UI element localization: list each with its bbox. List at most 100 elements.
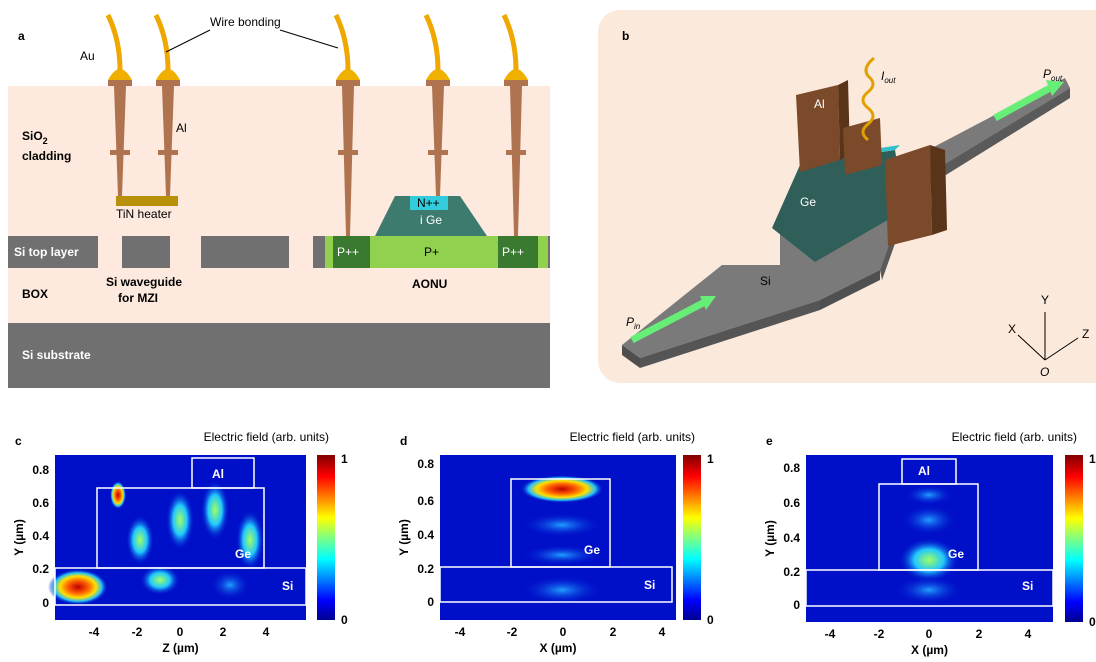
x-tick-label: 2	[976, 627, 983, 641]
x-tick-label: 2	[220, 625, 227, 639]
bond-ball	[156, 69, 180, 80]
y-tick-label: 0	[427, 595, 434, 609]
region-label: Si	[282, 579, 293, 593]
panel-label: a	[18, 29, 25, 43]
colorbar-min: 0	[707, 613, 714, 627]
text: P	[626, 315, 634, 329]
label: Wire bonding	[210, 15, 281, 29]
label: TiN heater	[116, 207, 172, 221]
via-cap	[336, 80, 360, 86]
label: P++	[337, 245, 359, 259]
panel-label: c	[15, 434, 22, 448]
field-panels: Al Ge Si 1 0 Electric field (arb. units) c 0 0.2…	[12, 430, 1096, 657]
x-tick-label: -4	[89, 625, 100, 639]
y-tick-label: 0.8	[32, 463, 49, 477]
x-tick-label: -4	[825, 627, 836, 641]
y-tick-label: 0	[42, 596, 49, 610]
y-axis-label: Y (µm)	[763, 520, 777, 557]
field-hotspot	[126, 515, 154, 565]
x-tick-label: 0	[926, 627, 933, 641]
y-tick-label: 0.2	[417, 562, 434, 576]
label: Z	[1082, 327, 1089, 341]
via-plate	[338, 150, 358, 155]
y-tick-label: 0	[793, 598, 800, 612]
y-tick-label: 0.8	[783, 461, 800, 475]
bond-ball	[336, 69, 360, 80]
bond-wire	[426, 15, 438, 70]
region-label: Si	[1022, 579, 1033, 593]
label: i Ge	[420, 213, 442, 227]
bond-ball	[426, 69, 450, 80]
y-tick-label: 0.2	[32, 562, 49, 576]
region-label: Al	[212, 467, 224, 481]
via-plate	[158, 150, 178, 155]
panel-a: a Wire bonding Au Al SiO2 cladding TiN h…	[8, 15, 550, 388]
x-tick-label: 4	[659, 625, 666, 639]
label: Al	[814, 97, 825, 111]
field-hotspot	[201, 480, 229, 540]
y-tick-label: 0.6	[417, 494, 434, 508]
field-hotspot	[522, 513, 602, 537]
x-tick-label: 2	[610, 625, 617, 639]
colorbar	[1065, 455, 1083, 622]
label: for MZI	[118, 291, 158, 305]
text: P	[1043, 67, 1051, 81]
label: BOX	[22, 287, 48, 301]
label: cladding	[22, 149, 71, 163]
label: Si waveguide	[106, 275, 182, 289]
colorbar	[683, 455, 701, 620]
region-label: Si	[644, 578, 655, 592]
field-panel: AlGeSi10Electric field (arb. units)e00.2…	[763, 430, 1096, 657]
panel-label: b	[622, 29, 629, 43]
colorbar-max: 1	[1089, 452, 1096, 466]
colorbar-max: 1	[341, 452, 348, 466]
panel-label: e	[766, 434, 773, 448]
via-cap	[426, 80, 450, 86]
via-plate	[428, 150, 448, 155]
heater	[116, 196, 178, 206]
bond-wire	[156, 15, 168, 70]
x-axis-label: Z (µm)	[162, 641, 198, 655]
si-layer	[201, 236, 289, 268]
colorbar-title: Electric field (arb. units)	[952, 430, 1077, 444]
region-label: Ge	[948, 547, 964, 561]
al-pad	[885, 145, 932, 246]
field-hotspot	[210, 570, 250, 600]
field-hotspot	[522, 576, 602, 604]
al-pad	[843, 118, 882, 175]
bond-wire	[336, 15, 348, 70]
label: Al	[176, 121, 187, 135]
colorbar-max: 1	[707, 452, 714, 466]
y-tick-label: 0.4	[783, 531, 800, 545]
pointer	[280, 30, 338, 48]
y-axis-label: Y (µm)	[397, 519, 411, 556]
via-cap	[156, 80, 180, 86]
via-cap	[504, 80, 528, 86]
si-layer	[122, 236, 170, 268]
label: P+	[424, 245, 439, 259]
field-hotspot	[110, 481, 126, 509]
label: Si substrate	[22, 348, 91, 362]
y-axis-label: Y (µm)	[12, 519, 26, 556]
bond-ball	[108, 69, 132, 80]
x-tick-label: 0	[560, 625, 567, 639]
label: AONU	[412, 277, 447, 291]
x-tick-label: 4	[1025, 627, 1032, 641]
label: Si top layer	[14, 245, 79, 259]
colorbar-min: 0	[341, 613, 348, 627]
via-cap	[108, 80, 132, 86]
colorbar	[317, 455, 335, 620]
y-tick-label: 0.2	[783, 565, 800, 579]
pointer	[166, 30, 210, 52]
x-tick-label: -2	[874, 627, 885, 641]
text: SiO	[22, 129, 43, 143]
figure: a Wire bonding Au Al SiO2 cladding TiN h…	[0, 0, 1096, 657]
panel-label: d	[400, 434, 407, 448]
x-tick-label: 0	[177, 625, 184, 639]
label: Y	[1041, 293, 1049, 307]
region-label: Ge	[235, 547, 251, 561]
y-tick-label: 0.4	[417, 528, 434, 542]
colorbar-title: Electric field (arb. units)	[570, 430, 695, 444]
text: in	[634, 322, 641, 331]
